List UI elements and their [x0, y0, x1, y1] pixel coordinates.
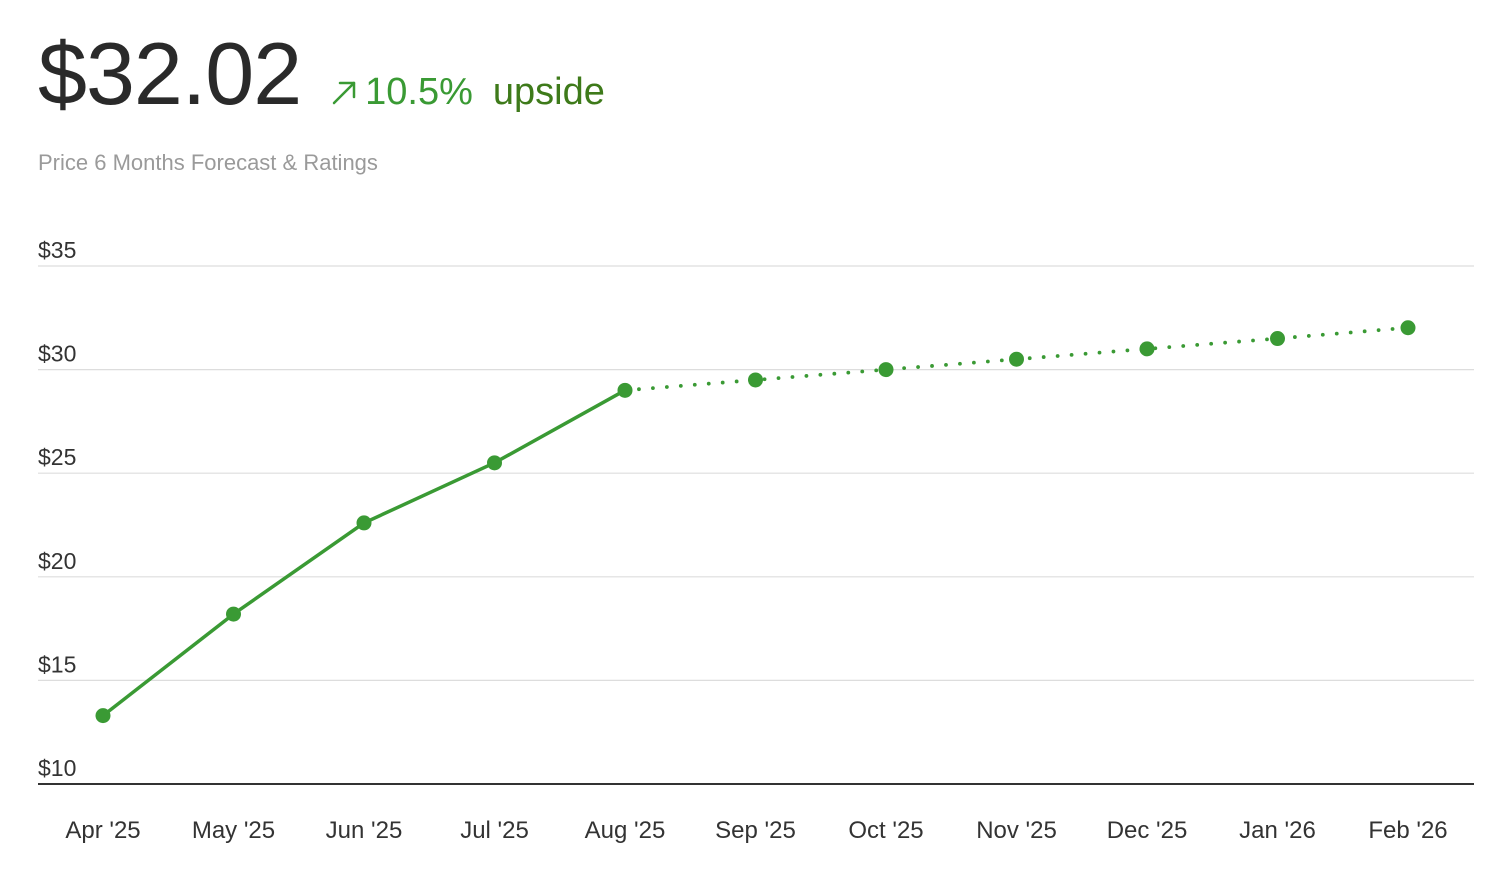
- x-tick-label: Oct '25: [848, 817, 923, 844]
- x-tick-label: Apr '25: [65, 817, 140, 844]
- x-tick-label: Feb '26: [1368, 817, 1447, 844]
- data-point: [1009, 352, 1024, 367]
- data-point: [1401, 320, 1416, 335]
- x-tick-label: Dec '25: [1107, 817, 1188, 844]
- y-tick-label: $25: [38, 444, 76, 470]
- y-tick-label: $35: [38, 237, 76, 263]
- x-tick-label: May '25: [192, 817, 275, 844]
- data-point: [226, 607, 241, 622]
- y-tick-label: $20: [38, 548, 76, 574]
- data-point: [1140, 341, 1155, 356]
- x-tick-label: Nov '25: [976, 817, 1057, 844]
- data-point: [96, 708, 111, 723]
- x-tick-label: Jan '26: [1239, 817, 1316, 844]
- history-series-line: [103, 390, 625, 715]
- x-tick-label: Sep '25: [715, 817, 796, 844]
- y-tick-label: $15: [38, 651, 76, 677]
- x-tick-label: Jul '25: [460, 817, 529, 844]
- data-point: [1270, 331, 1285, 346]
- x-tick-label: Aug '25: [585, 817, 666, 844]
- data-point: [879, 362, 894, 377]
- data-point: [357, 515, 372, 530]
- data-point: [748, 372, 763, 387]
- data-point: [487, 455, 502, 470]
- data-point: [618, 383, 633, 398]
- x-tick-label: Jun '25: [326, 817, 403, 844]
- y-tick-label: $10: [38, 755, 76, 781]
- y-tick-label: $30: [38, 341, 76, 367]
